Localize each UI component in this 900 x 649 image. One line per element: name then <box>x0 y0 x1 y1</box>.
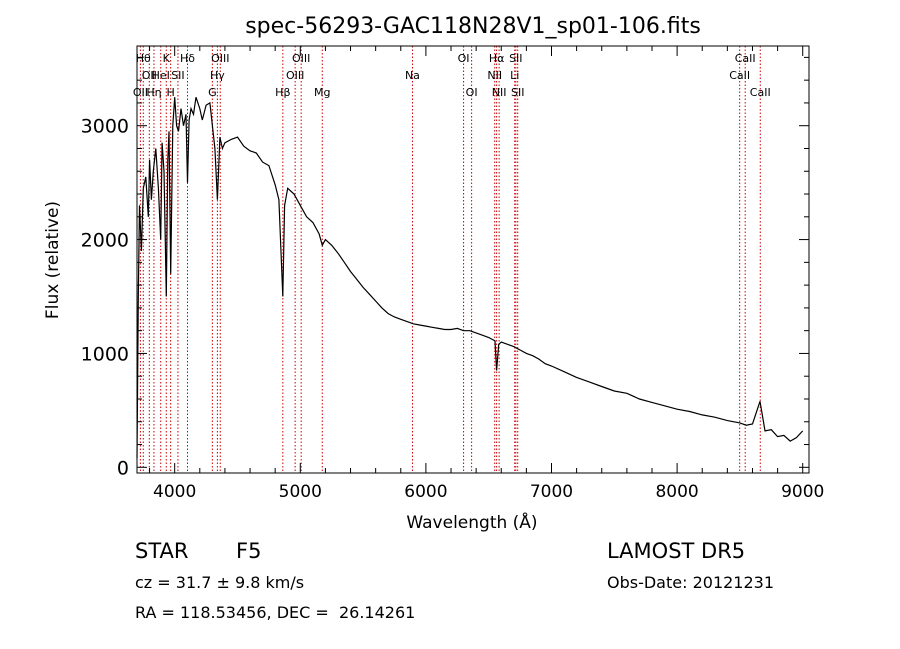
spectral-line-label: CaII <box>735 52 756 65</box>
spectral-line-label: Hβ <box>275 86 290 99</box>
spectral-line-label: Hδ <box>180 52 195 65</box>
spectral-line-labels: OIIHθOIIHηHeIKHSIIHδGHγOIIIHβOIIIOIIIMgN… <box>133 52 771 99</box>
spectral-line-label: SII <box>511 86 524 99</box>
x-tick-label: 4000 <box>153 482 196 502</box>
plot-frame <box>136 45 810 474</box>
y-tick-label: 3000 <box>81 116 129 138</box>
spectral-line-label: H <box>167 86 175 99</box>
spectral-line-label: OI <box>466 86 478 99</box>
spectral-line-label: CaII <box>750 86 771 99</box>
spectral-line-label: NII <box>492 86 507 99</box>
x-tick-label: 7000 <box>530 482 573 502</box>
spectral-line-label: SII <box>509 52 522 65</box>
survey-name: LAMOST DR5 <box>607 539 746 563</box>
redshift-text: cz = 31.7 ± 9.8 km/s <box>135 573 305 592</box>
obs-date-text: Obs-Date: 20121231 <box>607 573 775 592</box>
spectral-line-label: Na <box>405 69 420 82</box>
x-axis: 4000 5000 6000 7000 8000 9000 <box>149 46 824 502</box>
spectral-line-label: CaII <box>729 69 750 82</box>
spectral-line-label: OII <box>142 69 157 82</box>
spectral-line-markers <box>139 46 761 473</box>
spectral-line-label: Li <box>510 69 519 82</box>
spectral-line-label: OIII <box>211 52 229 65</box>
spectral-line-label: NII <box>487 69 502 82</box>
spectral-line-label: OIII <box>292 52 310 65</box>
x-tick-label: 9000 <box>781 482 824 502</box>
y-tick-label: 0 <box>117 457 129 479</box>
coordinates-text: RA = 118.53456, DEC = 26.14261 <box>135 603 416 622</box>
spectral-line-label: Hα <box>489 52 505 65</box>
spectral-line-label: Mg <box>314 86 330 99</box>
spectral-line-label: OI <box>458 52 470 65</box>
y-tick-label: 2000 <box>81 230 129 252</box>
spectral-line-label: G <box>208 86 217 99</box>
y-axis: 0 1000 2000 3000 <box>81 56 809 479</box>
chart-title: spec-56293-GAC118N28V1_sp01-106.fits <box>245 14 701 39</box>
spectral-line-label: OIII <box>286 69 304 82</box>
spectral-line-label: SII <box>171 69 184 82</box>
object-class: STAR <box>135 539 189 563</box>
x-tick-label: 6000 <box>404 482 447 502</box>
spectrum-line <box>136 97 804 459</box>
spectral-line-label: HeI <box>152 69 170 82</box>
object-subclass: F5 <box>236 539 262 563</box>
y-axis-label: Flux (relative) <box>43 201 63 319</box>
spectral-line-label: K <box>163 52 171 65</box>
x-tick-label: 8000 <box>655 482 698 502</box>
spectral-line-label: Hη <box>146 86 161 99</box>
spectral-line-label: Hθ <box>136 52 151 65</box>
y-tick-label: 1000 <box>81 343 129 365</box>
x-axis-label: Wavelength (Å) <box>406 511 537 533</box>
x-tick-label: 5000 <box>279 482 322 502</box>
spectral-line-label: Hγ <box>210 69 225 82</box>
